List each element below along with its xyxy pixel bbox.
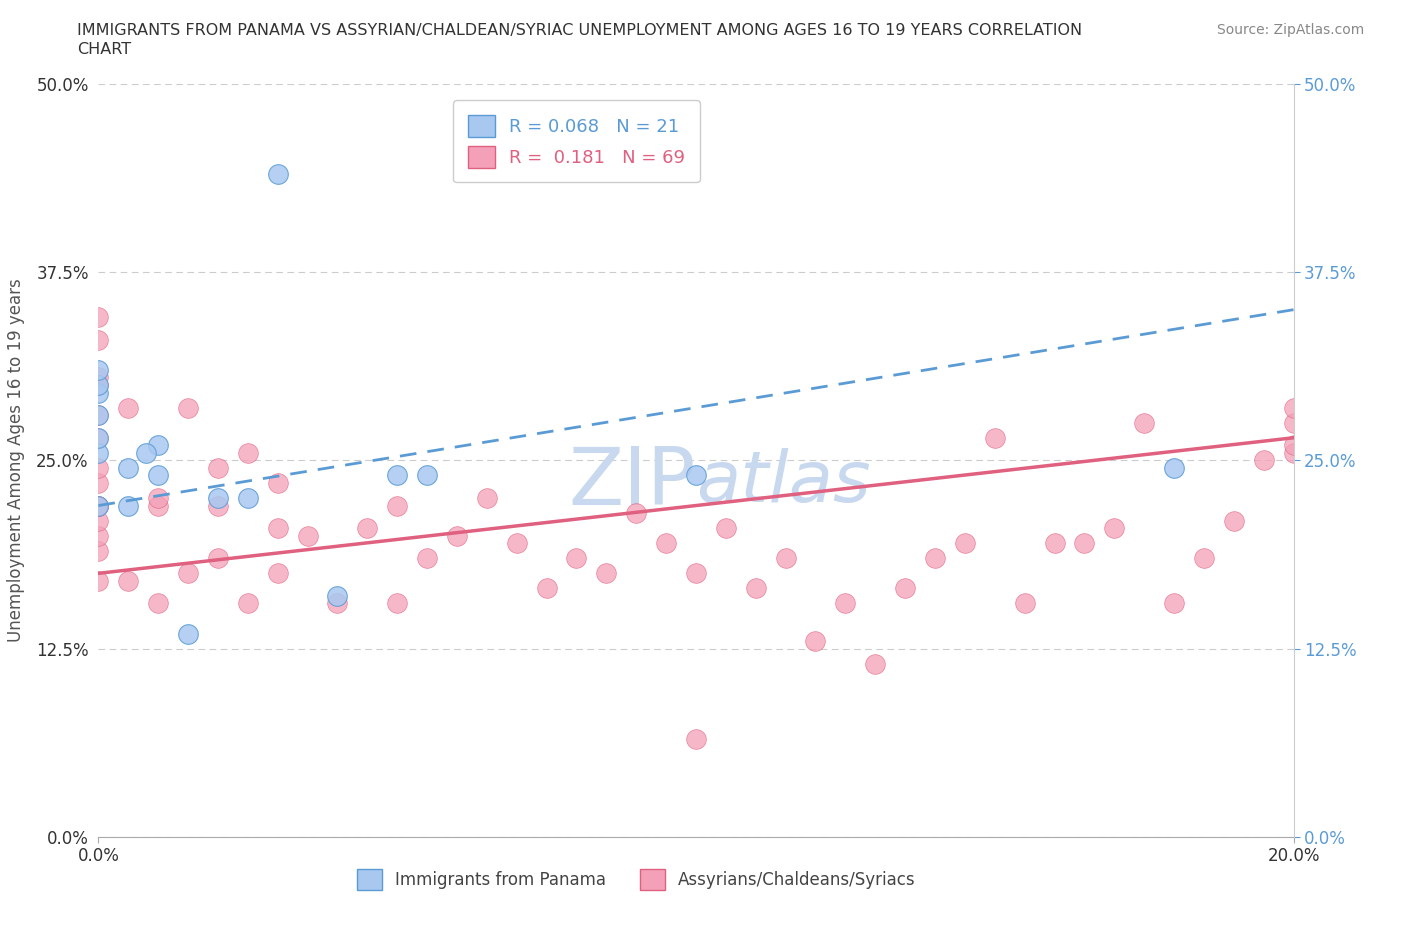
Text: Source: ZipAtlas.com: Source: ZipAtlas.com <box>1216 23 1364 37</box>
Point <box>177 626 200 641</box>
Point <box>148 468 170 483</box>
Point <box>87 574 110 589</box>
Point <box>685 565 707 580</box>
Text: ZIP: ZIP <box>568 444 696 522</box>
Point <box>148 596 170 611</box>
Point <box>87 407 110 422</box>
Point <box>267 166 290 181</box>
Point <box>385 498 409 513</box>
Point <box>1104 521 1126 536</box>
Point <box>267 521 290 536</box>
Point <box>87 498 110 513</box>
Point <box>1014 596 1036 611</box>
Point <box>87 378 110 392</box>
Point <box>1192 551 1215 565</box>
Point <box>148 438 170 453</box>
Legend: Immigrants from Panama, Assyrians/Chaldeans/Syriacs: Immigrants from Panama, Assyrians/Chalde… <box>350 863 922 897</box>
Point <box>87 445 110 460</box>
Point <box>536 581 558 596</box>
Point <box>207 491 229 506</box>
Point <box>385 468 409 483</box>
Point <box>87 543 110 558</box>
Point <box>326 589 349 604</box>
Point <box>834 596 856 611</box>
Point <box>475 491 498 506</box>
Point <box>87 431 110 445</box>
Point <box>236 445 259 460</box>
Point <box>236 491 259 506</box>
Point <box>87 332 110 347</box>
Point <box>87 310 110 325</box>
Point <box>87 460 110 475</box>
Point <box>87 363 110 378</box>
Point <box>87 528 110 543</box>
Point <box>267 565 290 580</box>
Point <box>894 581 917 596</box>
Point <box>177 400 200 415</box>
Point <box>1043 536 1066 551</box>
Text: CHART: CHART <box>77 42 131 57</box>
Point <box>984 431 1007 445</box>
Point <box>655 536 678 551</box>
Point <box>1253 453 1275 468</box>
Text: atlas: atlas <box>696 448 870 517</box>
Point <box>1223 513 1246 528</box>
Point <box>236 596 259 611</box>
Point <box>1282 415 1305 430</box>
Point <box>865 657 887 671</box>
Point <box>87 370 110 385</box>
Point <box>1163 596 1185 611</box>
Point <box>924 551 946 565</box>
Point <box>87 407 110 422</box>
Point <box>1282 445 1305 460</box>
Point <box>326 596 349 611</box>
Point <box>953 536 976 551</box>
Point <box>297 528 319 543</box>
Point <box>1282 438 1305 453</box>
Point <box>685 732 707 747</box>
Text: IMMIGRANTS FROM PANAMA VS ASSYRIAN/CHALDEAN/SYRIAC UNEMPLOYMENT AMONG AGES 16 TO: IMMIGRANTS FROM PANAMA VS ASSYRIAN/CHALD… <box>77 23 1083 38</box>
Point <box>446 528 468 543</box>
Point <box>356 521 378 536</box>
Point <box>804 633 827 648</box>
Point <box>565 551 588 565</box>
Point <box>87 475 110 490</box>
Point <box>1282 400 1305 415</box>
Point <box>595 565 617 580</box>
Point <box>87 498 110 513</box>
Point <box>416 551 439 565</box>
Point <box>1163 460 1185 475</box>
Point <box>148 498 170 513</box>
Point <box>207 551 229 565</box>
Y-axis label: Unemployment Among Ages 16 to 19 years: Unemployment Among Ages 16 to 19 years <box>7 278 25 643</box>
Point <box>87 431 110 445</box>
Point <box>775 551 797 565</box>
Point <box>385 596 409 611</box>
Point <box>207 460 229 475</box>
Point <box>626 506 648 521</box>
Point <box>745 581 768 596</box>
Point <box>87 385 110 400</box>
Point <box>1073 536 1095 551</box>
Point <box>117 498 139 513</box>
Point <box>714 521 737 536</box>
Point <box>87 498 110 513</box>
Point <box>1133 415 1156 430</box>
Point <box>506 536 529 551</box>
Point <box>267 475 290 490</box>
Point <box>87 513 110 528</box>
Point <box>207 498 229 513</box>
Point <box>416 468 439 483</box>
Point <box>177 565 200 580</box>
Point <box>117 574 139 589</box>
Point <box>117 400 139 415</box>
Point <box>148 491 170 506</box>
Point <box>135 445 157 460</box>
Point <box>685 468 707 483</box>
Point <box>117 460 139 475</box>
Point <box>87 498 110 513</box>
Point <box>87 378 110 392</box>
